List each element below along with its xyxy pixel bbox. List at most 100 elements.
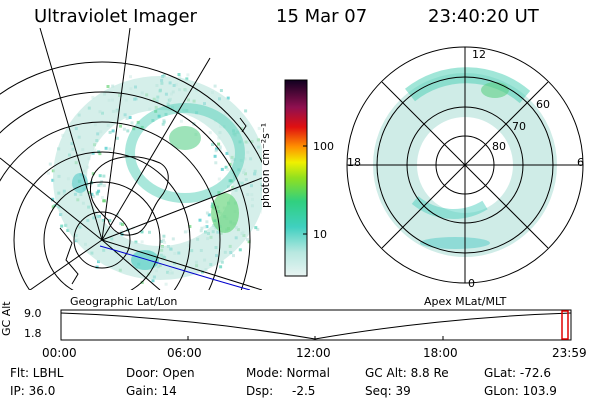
emission-pixel bbox=[179, 119, 183, 123]
mlt-label-12: 12 bbox=[472, 48, 486, 61]
emission-pixel bbox=[220, 260, 224, 264]
mode-info: Mode: Normal bbox=[246, 366, 330, 380]
emission-pixel bbox=[208, 131, 212, 135]
emission-pixel bbox=[97, 189, 101, 193]
emission-pixel bbox=[162, 120, 166, 124]
emission-pixel bbox=[185, 77, 189, 81]
emission-pixel bbox=[108, 219, 112, 223]
emission-pixel bbox=[106, 85, 110, 88]
ip-info: IP: 36.0 bbox=[10, 384, 56, 398]
emission-pixel bbox=[98, 152, 102, 156]
mlt-label-18: 18 bbox=[347, 156, 361, 169]
emission-pixel bbox=[200, 226, 204, 230]
emission-pixel bbox=[215, 147, 218, 151]
emission-pixel bbox=[102, 184, 106, 188]
x-tick-0600: 06:00 bbox=[167, 346, 202, 360]
emission-pixel bbox=[261, 210, 262, 214]
emission-pixel bbox=[228, 162, 232, 166]
emission-pixel bbox=[90, 192, 94, 196]
emission-pixel bbox=[97, 260, 100, 264]
emission-pixel bbox=[104, 146, 108, 150]
emission-pixel bbox=[162, 234, 166, 238]
emission-pixel bbox=[217, 142, 221, 146]
alt-tick-1-8: 1.8 bbox=[24, 327, 42, 340]
emission-pixel bbox=[162, 74, 166, 78]
instrument-title: Ultraviolet Imager bbox=[34, 6, 197, 27]
emission-pixel bbox=[213, 154, 217, 158]
emission-pixel bbox=[218, 147, 222, 151]
glat-info: GLat: -72.6 bbox=[484, 366, 551, 380]
emission-pixel bbox=[148, 230, 151, 234]
colorbar: photon cm⁻²s⁻¹ bbox=[259, 79, 308, 277]
emission-pixel bbox=[93, 148, 97, 152]
emission-pixel bbox=[91, 151, 95, 155]
mlt-label-0: 0 bbox=[468, 277, 475, 290]
emission-pixel bbox=[91, 172, 95, 176]
emission-pixel bbox=[99, 182, 103, 186]
x-tick-1200: 12:00 bbox=[296, 346, 331, 360]
emission-pixel bbox=[98, 174, 102, 178]
emission-pixel bbox=[205, 220, 209, 224]
geographic-image-panel bbox=[0, 28, 262, 290]
emission-pixel bbox=[101, 219, 105, 222]
emission-pixel bbox=[220, 167, 224, 171]
emission-pixel bbox=[111, 84, 115, 88]
emission-pixel bbox=[171, 237, 175, 241]
dsp-value: -2.5 bbox=[292, 384, 316, 398]
emission-pixel bbox=[163, 240, 167, 244]
emission-pixel bbox=[183, 230, 187, 234]
emission-pixel bbox=[121, 223, 124, 226]
emission-pixel bbox=[224, 165, 228, 169]
emission-pixel bbox=[205, 225, 209, 229]
emission-pixel bbox=[130, 121, 134, 125]
emission-pixel bbox=[111, 129, 115, 133]
emission-pixel bbox=[247, 240, 251, 244]
glon-info: GLon: 103.9 bbox=[484, 384, 557, 398]
emission-pixel bbox=[87, 183, 91, 187]
emission-pixel bbox=[66, 228, 70, 232]
emission-pixel bbox=[161, 122, 165, 126]
emission-pixel bbox=[214, 149, 218, 153]
emission-pixel bbox=[134, 240, 138, 244]
emission-pixel bbox=[51, 197, 55, 201]
emission-pixel bbox=[164, 282, 168, 286]
emission-pixel bbox=[87, 191, 91, 194]
emission-pixel bbox=[207, 213, 211, 217]
emission-pixel bbox=[177, 73, 181, 76]
emission-pixel bbox=[115, 136, 119, 140]
emission-pixel bbox=[129, 75, 132, 79]
emission-pixel bbox=[116, 213, 120, 217]
emission-pixel bbox=[187, 229, 191, 233]
emission-pixel bbox=[257, 126, 261, 130]
emission-pixel bbox=[226, 167, 230, 171]
dsp-label: Dsp: bbox=[246, 384, 274, 398]
emission-pixel bbox=[178, 75, 182, 79]
emission-pixel bbox=[126, 129, 130, 133]
emission-pixel bbox=[245, 238, 249, 242]
emission-pixel bbox=[119, 124, 122, 128]
emission-pixel bbox=[119, 222, 123, 226]
current-time-marker bbox=[561, 310, 569, 340]
apex-label: Apex MLat/MLT bbox=[424, 295, 507, 308]
filter-info: Flt: LBHL bbox=[10, 366, 64, 380]
gc-alt-info: GC Alt: 8.8 Re bbox=[365, 366, 449, 380]
emission-pixel bbox=[151, 279, 155, 283]
alt-tick-9: 9.0 bbox=[24, 307, 42, 320]
emission-pixel bbox=[254, 226, 258, 230]
geographic-label: Geographic Lat/Lon bbox=[70, 295, 178, 308]
emission-pixel bbox=[205, 211, 209, 215]
emission-pixel bbox=[102, 199, 106, 203]
emission-pixel bbox=[99, 184, 103, 188]
mlt-label-6: 6 bbox=[577, 156, 584, 169]
emission-pixel bbox=[161, 238, 165, 242]
emission-pixel bbox=[162, 118, 166, 122]
x-tick-1800: 18:00 bbox=[423, 346, 458, 360]
emission-pixel bbox=[125, 117, 129, 120]
emission-pixel bbox=[100, 196, 104, 200]
emission-pixel bbox=[91, 95, 95, 99]
emission-pixel bbox=[95, 265, 99, 269]
emission-pixel bbox=[48, 162, 52, 166]
emission-pixel bbox=[140, 230, 144, 234]
date-label: 15 Mar 07 bbox=[276, 6, 368, 27]
colorbar-tick-100: 100 bbox=[313, 140, 334, 153]
